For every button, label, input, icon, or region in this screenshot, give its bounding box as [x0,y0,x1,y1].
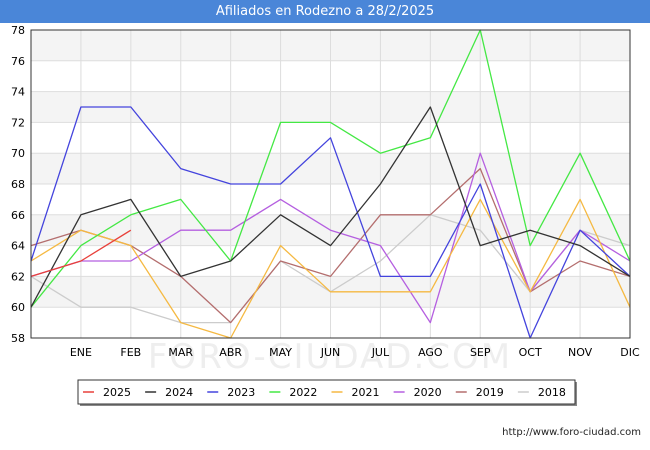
legend-label-2023: 2023 [227,386,255,399]
axes: 58 60 62 64 66 68 70 72 74 76 78 ENE FEB MAR ABR MAY JUN… [11,24,640,359]
y-tick-label: 58 [11,332,25,345]
y-tick-label: 60 [11,301,25,314]
y-tick-label: 78 [11,24,25,37]
y-tick-label: 76 [11,55,25,68]
x-tick-label: ENE [70,346,92,359]
chart-title: Afiliados en Rodezno a 28/2/2025 [215,4,435,19]
y-tick-label: 64 [11,240,25,253]
legend-label-2021: 2021 [352,386,380,399]
x-tick-label: MAR [168,346,193,359]
x-tick-label: DIC [620,346,640,359]
legend-label-2018: 2018 [538,386,566,399]
x-tick-label: ABR [219,346,242,359]
legend-label-2022: 2022 [289,386,317,399]
y-tick-label: 72 [11,116,25,129]
x-tick-label: JUN [320,346,341,359]
legend: 2025 2024 2023 2022 2021 2020 2019 2018 [77,379,577,406]
series-line-2021 [30,198,631,339]
watermark: FORO-CIUDAD.COM [148,337,512,377]
x-tick-label: NOV [568,346,593,359]
y-tick-label: 74 [11,86,25,99]
x-tick-label: SEP [470,346,491,359]
series-line-2022 [30,29,631,308]
y-tick-label: 62 [11,270,25,283]
x-tick-label: OCT [519,346,542,359]
y-tick-label: 68 [11,178,25,191]
x-tick-label: JUL [371,346,390,359]
series-line-2025 [30,229,132,278]
x-tick-label: MAY [269,346,292,359]
y-tick-label: 66 [11,209,25,222]
x-tick-label: FEB [120,346,141,359]
legend-label-2020: 2020 [414,386,442,399]
plot-frame [30,29,631,339]
series-line-2024 [30,106,631,308]
legend-box [77,379,576,405]
legend-label-2025: 2025 [103,386,131,399]
footer-url: http://www.foro-ciudad.com [502,427,641,438]
x-tick-label: AGO [418,346,443,359]
legend-label-2024: 2024 [165,386,193,399]
legend-label-2019: 2019 [476,386,504,399]
title-bar [0,0,650,23]
y-tick-label: 70 [11,147,25,160]
